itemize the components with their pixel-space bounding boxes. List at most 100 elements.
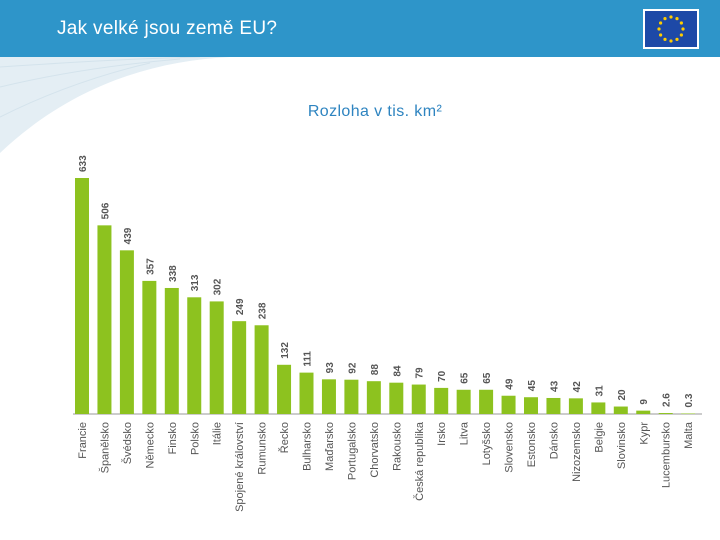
value-label: 249 [235,298,246,315]
value-label: 65 [482,372,493,384]
bar [456,389,471,414]
bar [636,410,651,414]
category-label: Portugalsko [346,422,358,480]
value-label: 70 [437,370,448,382]
value-label: 92 [347,362,358,374]
category-label: Rumunsko [257,422,269,475]
flag-star [669,39,673,43]
category-label: Německo [144,422,156,468]
header-bar: Jak velké jsou země EU? [0,0,720,57]
value-label: 2.6 [662,393,673,407]
value-label: 238 [258,302,269,319]
value-label: 132 [280,342,291,359]
value-label: 79 [415,367,426,379]
value-label: 93 [325,362,336,374]
value-label: 65 [460,372,471,384]
category-label: Chorvatsko [369,422,381,478]
category-label: Lotyšsko [481,422,493,465]
bar [501,395,516,414]
bar [411,384,426,414]
category-label: Dánsko [548,422,560,459]
category-label: Švédsko [121,422,134,464]
value-label: 338 [168,265,179,282]
bar [389,382,404,414]
flag-star [663,37,667,41]
bar [681,413,696,414]
category-label: Slovensko [504,422,516,473]
category-label: Malta [683,421,695,449]
flag-star [675,17,679,21]
value-label: 84 [392,365,403,377]
bar [164,287,179,414]
flag-star [681,27,685,31]
value-label: 357 [145,258,156,275]
category-label: Španělsko [98,422,111,473]
value-label: 20 [617,389,628,401]
bar [299,372,314,414]
bar [568,398,583,414]
bar [119,250,134,414]
category-label: Bulharsko [302,422,314,471]
category-label: Slovinsko [616,422,628,469]
category-label: Řecko [278,422,291,453]
flag-star [657,27,661,31]
bar [434,387,449,414]
flag-star [659,21,663,25]
category-label: Francie [77,422,89,459]
category-label: Irsko [436,422,448,446]
value-label: 302 [213,278,224,295]
bar [344,379,359,414]
value-label: 506 [100,202,111,219]
category-label: Litva [459,421,471,445]
bar [479,389,494,414]
bar [75,178,89,414]
flag-star [679,21,683,25]
value-label: 45 [527,380,538,392]
value-label: 0.3 [684,393,695,407]
bar [232,321,247,414]
category-label: Polsko [189,422,201,455]
category-label: Kypr [638,422,650,445]
bar [613,406,628,414]
bar [254,325,269,414]
bar [321,379,336,414]
bar [209,301,224,414]
value-label: 111 [303,351,314,367]
bar [187,297,202,414]
bar [524,397,538,414]
decorative-swoosh [0,57,230,153]
value-label: 439 [123,227,134,244]
category-label: Maďarsko [324,422,336,471]
flag-star [659,33,663,37]
bar [591,402,606,414]
category-label: Itálie [212,422,224,445]
slide-title: Jak velké jsou země EU? [57,18,278,39]
value-label: 9 [639,399,650,405]
bar [277,364,292,414]
category-label: Rakousko [391,422,403,471]
category-label: Lucembursko [661,422,673,488]
bar [546,397,561,414]
category-label: Belgie [593,422,605,453]
eu-flag-icon [643,9,699,49]
category-label: Česká republika [413,421,426,501]
flag-star [669,15,673,19]
value-label: 633 [78,155,89,172]
flag-star [663,17,667,21]
flag-star [679,33,683,37]
value-label: 313 [190,274,201,291]
category-label: Finsko [167,422,179,454]
category-label: Estonsko [526,422,538,467]
bar [97,225,112,414]
flag-star [675,37,679,41]
bar [366,381,381,414]
bar [658,413,673,414]
category-label: Nizozemsko [571,422,583,482]
category-label: Spojené království [234,422,246,512]
bar [142,280,157,414]
value-label: 88 [370,364,381,376]
value-label: 49 [505,378,516,390]
chart-title: Rozloha v tis. km² [307,103,443,120]
value-label: 43 [549,380,560,392]
